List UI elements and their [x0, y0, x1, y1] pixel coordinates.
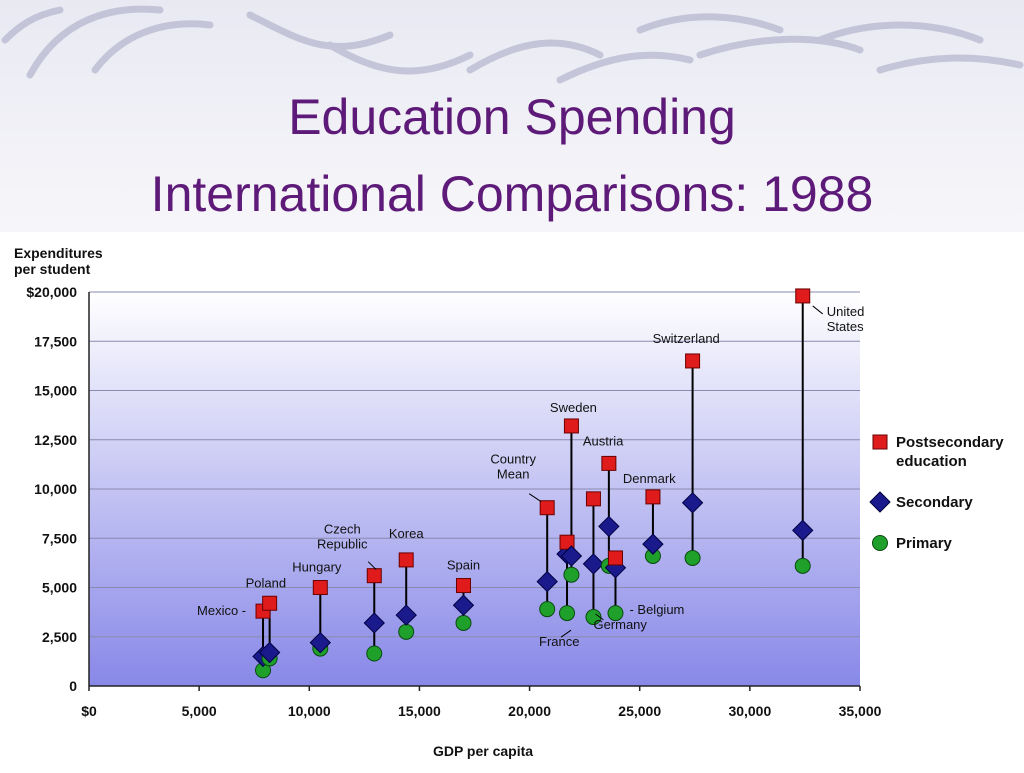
- education-spending-chart: 0 2,500 5,000 7,500 10,000 12,500 15,000 17,500…: [14, 245, 1004, 759]
- country-label: - Belgium: [629, 602, 684, 617]
- label-leader: [560, 629, 572, 638]
- postsecondary-point: [312, 580, 328, 595]
- x-tick-label: 20,000: [508, 703, 551, 719]
- country-label: Spain: [447, 558, 480, 573]
- x-tick-label: 30,000: [728, 703, 771, 719]
- secondary-point: [363, 612, 385, 634]
- postsecondary-point: [585, 491, 601, 507]
- postsecondary-point: [539, 500, 555, 516]
- primary-point: [539, 601, 556, 618]
- gridlines: [89, 291, 860, 638]
- primary-point: [563, 566, 580, 583]
- postsecondary-point: [645, 489, 661, 505]
- x-axis-title: GDP per capita: [433, 743, 533, 759]
- country-label: Germany: [593, 617, 647, 632]
- y-tick-label: 10,000: [34, 481, 77, 497]
- country-label: Denmark: [623, 471, 676, 486]
- axes: [88, 292, 861, 691]
- legend-marker-primary: [872, 535, 888, 551]
- country-label: Sweden: [550, 400, 597, 415]
- country-label: Korea: [389, 526, 424, 541]
- postsecondary-point: [398, 552, 414, 568]
- secondary-point: [582, 553, 605, 575]
- x-tick-label: $0: [81, 703, 97, 719]
- country-label: Mean: [497, 467, 530, 482]
- postsecondary-point: [795, 288, 811, 304]
- country-label: Mexico -: [197, 603, 246, 618]
- primary-point: [398, 623, 415, 640]
- primary-point: [794, 557, 811, 574]
- postsecondary-point: [559, 534, 575, 550]
- country-label: Austria: [583, 433, 624, 448]
- legend-label: Postsecondary: [896, 434, 1004, 451]
- legend-marker-postsecondary: [872, 434, 888, 450]
- slide-title-line2: International Comparisons: 1988: [150, 166, 874, 222]
- y-tick-label: 7,500: [42, 530, 77, 546]
- country-label: Czech: [324, 522, 361, 537]
- legend-marker-secondary: [869, 491, 891, 513]
- x-tick-label: 15,000: [398, 703, 441, 719]
- primary-point: [585, 609, 602, 626]
- y-tick-label: 0: [69, 678, 77, 694]
- postsecondary-point: [601, 455, 617, 471]
- secondary-point: [560, 545, 583, 567]
- legend-label: Secondary: [896, 494, 973, 511]
- slide-title-line1: Education Spending: [288, 89, 736, 145]
- primary-point: [559, 605, 576, 622]
- y-tick-label: 2,500: [42, 629, 77, 645]
- secondary-point: [395, 604, 417, 626]
- primary-point: [607, 605, 624, 622]
- postsecondary-point: [563, 418, 579, 434]
- x-tick-label: 10,000: [288, 703, 331, 719]
- postsecondary-point: [366, 568, 382, 584]
- postsecondary-point: [262, 595, 278, 611]
- x-tick-label: 5,000: [182, 703, 217, 719]
- postsecondary-point: [607, 550, 623, 566]
- y-tick-label: 12,500: [34, 432, 77, 448]
- data-marks: [252, 288, 814, 679]
- primary-point: [455, 614, 472, 631]
- country-label: Switzerland: [653, 331, 720, 346]
- y-axis-title-line1: Expenditures: [14, 245, 103, 261]
- label-leader: [595, 613, 604, 621]
- secondary-point: [536, 570, 558, 593]
- label-leader: [367, 561, 377, 571]
- tick-labels: 0 2,500 5,000 7,500 10,000 12,500 15,000 17,500…: [26, 284, 881, 719]
- y-axis-title-line2: per student: [14, 261, 91, 277]
- country-label: States: [827, 319, 864, 334]
- secondary-point: [258, 641, 281, 664]
- primary-point: [684, 549, 701, 566]
- x-tick-label: 35,000: [839, 703, 882, 719]
- country-label: Country: [490, 452, 536, 467]
- country-label: United: [827, 304, 865, 319]
- country-label: France: [539, 634, 579, 649]
- label-leader: [528, 493, 542, 503]
- title-banner: Education Spending International Compari…: [0, 0, 1024, 232]
- x-tick-label: 25,000: [618, 703, 661, 719]
- y-tick-label: 17,500: [34, 333, 77, 349]
- chart-area: 0 2,500 5,000 7,500 10,000 12,500 15,000 17,500…: [0, 232, 1024, 768]
- y-tick-label: $20,000: [26, 284, 77, 300]
- country-label: Hungary: [292, 560, 342, 575]
- y-tick-label: 5,000: [42, 580, 77, 596]
- secondary-point: [598, 515, 620, 538]
- secondary-point: [681, 492, 704, 514]
- country-label: Republic: [317, 537, 368, 552]
- legend-label: education: [896, 453, 967, 470]
- secondary-point: [309, 631, 332, 654]
- secondary-point: [642, 533, 664, 555]
- label-leader: [812, 305, 824, 315]
- legend-label: Primary: [896, 535, 953, 552]
- primary-point: [366, 645, 383, 662]
- postsecondary-point: [685, 353, 701, 369]
- postsecondary-point: [455, 578, 471, 594]
- legend: Postsecondary education Secondary Primary: [869, 434, 1004, 552]
- decorative-swirl-pattern: [1, 5, 1024, 84]
- secondary-point: [452, 594, 475, 616]
- country-label: Poland: [246, 575, 286, 590]
- secondary-point: [792, 519, 814, 542]
- y-tick-label: 15,000: [34, 383, 77, 399]
